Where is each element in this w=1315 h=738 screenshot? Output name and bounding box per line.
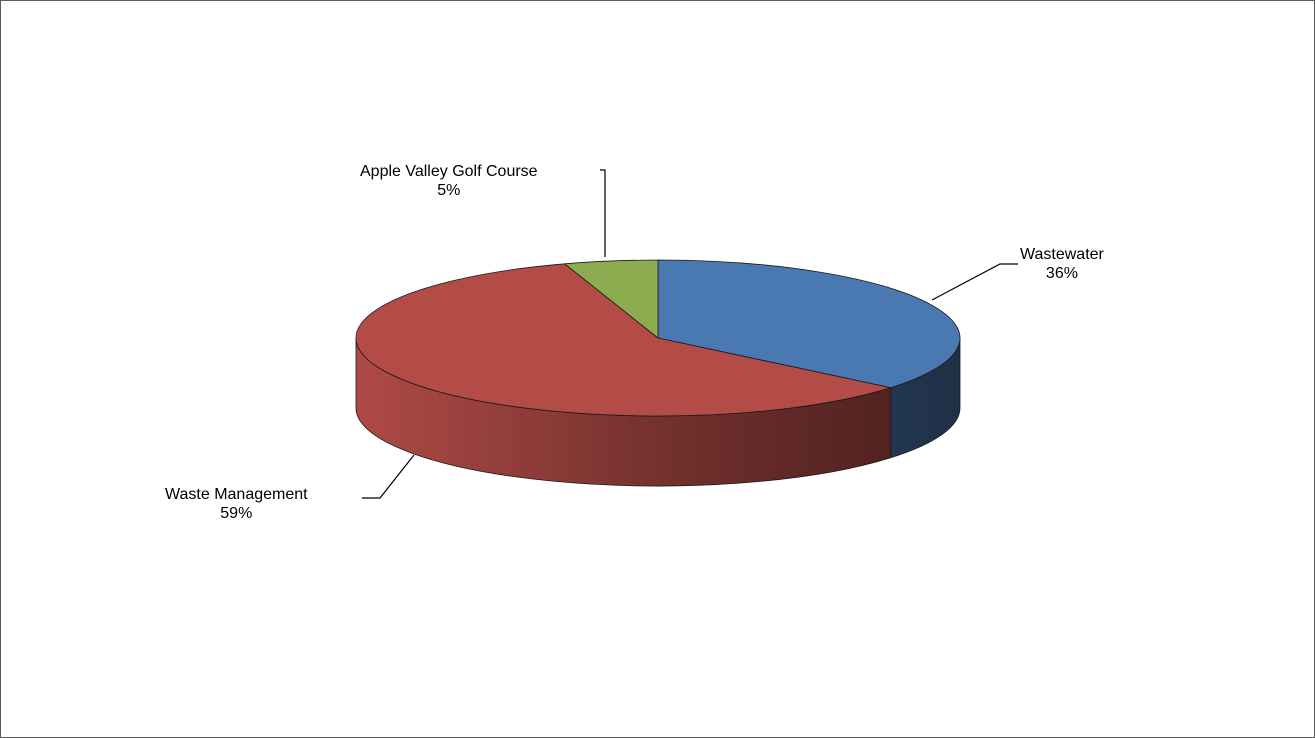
- label-name-apple-valley-golf-course: Apple Valley Golf Course: [360, 163, 538, 180]
- pie-slice-apple-valley-golf-course: [564, 259, 659, 339]
- data-label-apple-valley-golf-course: Apple Valley Golf Course 5%: [360, 162, 538, 200]
- label-pct-waste-management: 59%: [220, 505, 253, 522]
- data-label-waste-management: Waste Management 59%: [165, 485, 308, 523]
- label-pct-apple-valley-golf-course: 5%: [437, 182, 461, 199]
- leader-line-waste-management: [362, 454, 415, 499]
- pie-slice-waste-management: [355, 263, 892, 417]
- pie-slice-wastewater: [657, 259, 961, 389]
- label-pct-wastewater: 36%: [1045, 265, 1078, 282]
- label-name-wastewater: Wastewater: [1020, 246, 1104, 263]
- data-label-wastewater: Wastewater 36%: [1020, 245, 1104, 283]
- leader-line-wastewater: [931, 263, 1018, 301]
- label-name-waste-management: Waste Management: [165, 486, 308, 503]
- leader-line-apple-valley-golf-course: [600, 169, 606, 257]
